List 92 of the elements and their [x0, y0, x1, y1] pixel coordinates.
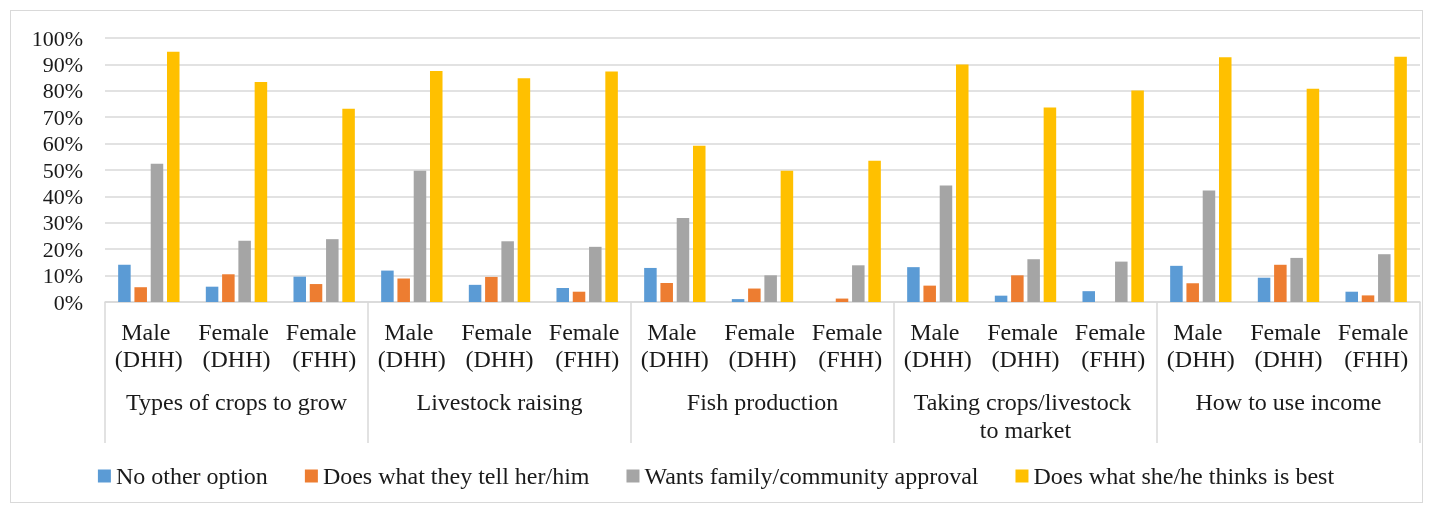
bar — [413, 170, 427, 302]
bar — [222, 274, 235, 302]
y-tick-label: 50% — [42, 157, 83, 183]
bar — [644, 267, 657, 302]
bar — [692, 145, 706, 302]
bar — [1027, 259, 1040, 302]
bar — [748, 288, 761, 302]
x-tick-label: Female (DHH) — [461, 318, 538, 372]
bar — [1394, 56, 1407, 302]
bar — [907, 267, 920, 302]
bar — [1378, 254, 1391, 302]
bar — [517, 78, 531, 302]
x-tick-label: Male (DHH) — [1166, 318, 1235, 372]
bar — [429, 71, 443, 302]
bar — [868, 160, 881, 302]
x-tick-label: Female (DHH) — [987, 318, 1064, 372]
bar — [572, 291, 586, 302]
bar — [293, 276, 307, 302]
bar — [556, 288, 570, 302]
y-tick-label: 100% — [31, 25, 83, 51]
bar — [923, 285, 936, 302]
x-tick-label: Female (FHH) — [285, 318, 363, 372]
x-tick-label: Female (DHH) — [724, 318, 801, 372]
x-tick-label: Male (DHH) — [114, 318, 183, 372]
bar — [238, 240, 251, 302]
bar — [468, 284, 482, 302]
bar — [254, 82, 268, 302]
bar — [1345, 291, 1359, 302]
bar — [326, 239, 339, 302]
legend-label: Does what she/he thinks is best — [1033, 463, 1335, 489]
y-tick-label: 90% — [42, 51, 83, 77]
y-tick-label: 40% — [42, 183, 83, 209]
bar — [1043, 107, 1057, 302]
bar — [397, 278, 410, 302]
bar — [134, 287, 147, 302]
x-tick-label: Male (DHH) — [903, 318, 972, 372]
bar — [605, 71, 618, 302]
y-tick-label: 30% — [42, 210, 83, 236]
text: Taking crops/livestock to market — [913, 389, 1138, 443]
text: Fish production — [686, 389, 839, 415]
y-tick-label: 0% — [53, 289, 83, 315]
bar — [731, 299, 745, 302]
x-tick-label: Male (DHH) — [377, 318, 446, 372]
bar — [1290, 257, 1303, 302]
x-tick-label: Female (FHH) — [548, 318, 626, 372]
bar — [166, 51, 180, 302]
bar — [1011, 275, 1024, 302]
bar — [309, 284, 323, 302]
x-tick-label: Male (DHH) — [640, 318, 709, 372]
bar — [676, 218, 690, 302]
bar — [780, 170, 794, 302]
bar — [1170, 265, 1183, 302]
bar — [852, 265, 865, 302]
y-tick-label: 60% — [42, 131, 83, 157]
bar — [1082, 291, 1096, 302]
x-tick-label: Female (FHH) — [1074, 318, 1152, 372]
bar — [1257, 277, 1271, 302]
bar — [1131, 90, 1144, 302]
legend-label: Wants family/community approval — [644, 463, 979, 489]
text: Livestock raising — [416, 389, 583, 415]
bar — [205, 286, 219, 302]
bar — [660, 282, 673, 302]
bar — [501, 241, 514, 302]
bar — [485, 276, 498, 302]
bar — [589, 246, 602, 302]
legend-label: Does what they tell her/him — [322, 463, 590, 489]
y-tick-label: 70% — [42, 104, 83, 130]
y-tick-label: 20% — [42, 236, 83, 262]
bar — [150, 163, 164, 302]
bar — [1186, 283, 1199, 302]
text: How to use income — [1195, 389, 1382, 415]
bar — [955, 64, 969, 302]
bar — [1218, 57, 1232, 302]
bar — [1274, 264, 1287, 302]
bar — [994, 295, 1008, 302]
bar — [342, 108, 355, 302]
text: Types of crops to grow — [126, 389, 348, 415]
x-tick-label: Female (FHH) — [811, 318, 889, 372]
bar — [1306, 88, 1320, 302]
legend-label: No other option — [115, 463, 268, 489]
y-tick-label: 80% — [42, 78, 83, 104]
bar — [764, 275, 777, 302]
bar — [1202, 190, 1216, 302]
y-tick-label: 10% — [42, 263, 83, 289]
bar — [1115, 261, 1128, 302]
x-tick-label: Female (DHH) — [1250, 318, 1327, 372]
bar — [381, 270, 394, 302]
bar — [1361, 295, 1375, 302]
x-tick-label: Female (FHH) — [1337, 318, 1415, 372]
bar — [939, 185, 953, 302]
bar — [118, 264, 131, 302]
x-tick-label: Female (DHH) — [198, 318, 275, 372]
